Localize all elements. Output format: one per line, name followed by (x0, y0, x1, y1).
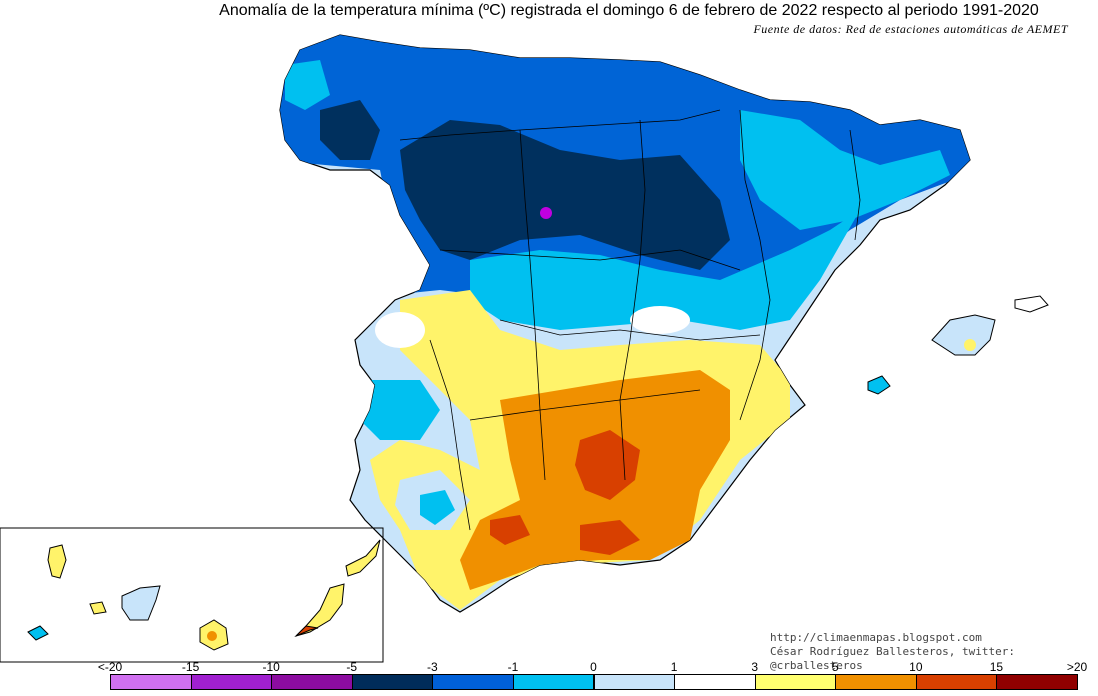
zone-hot-coast (580, 520, 640, 555)
legend-swatch (110, 674, 192, 690)
zone-cool-west (360, 380, 440, 440)
legend-swatch (190, 674, 273, 690)
island-tenerife (121, 585, 161, 621)
legend-swatch (593, 674, 676, 690)
zone-neutral-west (375, 312, 425, 348)
data-source-note: Fuente de datos: Red de estaciones autom… (753, 22, 1068, 36)
zone-very-cold-core (400, 120, 730, 270)
map-title: Anomalía de la temperatura mínima (ºC) r… (219, 2, 1039, 19)
legend-swatch (432, 674, 514, 690)
gran-canaria-warm (207, 631, 217, 641)
legend-tick-label: 1 (670, 660, 678, 674)
zone-hot-core (575, 430, 640, 500)
legend-tick-label: 15 (989, 660, 1004, 674)
legend-tick-label: -15 (181, 660, 200, 674)
author-credit: http://climaenmapas.blogspot.com César R… (770, 631, 1098, 673)
region-boundaries (399, 109, 861, 531)
island-ibiza (867, 375, 891, 395)
island-menorca (1014, 295, 1049, 313)
legend-tick-label: 5 (831, 660, 839, 674)
legend-tick-label: -10 (262, 660, 280, 674)
legend-tick-label: -5 (346, 660, 358, 674)
legend-swatch (835, 674, 917, 690)
legend-swatch (512, 674, 595, 690)
zone-cool-northeast (740, 110, 950, 230)
canary-inset-frame (0, 527, 384, 663)
island-fuerteventura (294, 583, 345, 638)
author-name: César Rodríguez Ballesteros, twitter: @c… (770, 645, 1016, 672)
legend-swatch (915, 674, 998, 690)
canary-islands (27, 539, 381, 651)
color-legend: <-20 -15 -10 -5 -3 -1 0 1 3 5 10 15 >20 (0, 660, 1098, 696)
legend-tick-label: 0 (590, 660, 597, 674)
island-la-gomera (89, 601, 107, 615)
legend-swatch (674, 674, 756, 690)
legend-tick-label: 3 (751, 660, 758, 674)
legend-tick-label: >20 (1066, 660, 1088, 674)
island-mallorca (931, 314, 996, 356)
zone-cool-center (470, 210, 860, 330)
island-la-palma (47, 544, 67, 579)
zone-cool-southwest (420, 490, 455, 525)
legend-swatch (754, 674, 837, 690)
legend-tick-label: <-20 (97, 660, 123, 674)
extreme-cold-point (540, 207, 552, 219)
legend-swatch (271, 674, 353, 690)
zone-very-cold-northwest (320, 100, 380, 160)
island-mallorca-warm (964, 339, 976, 351)
island-lanzarote (345, 539, 381, 577)
legend-tick-label: -1 (507, 660, 519, 674)
legend-tick-label: 10 (909, 660, 923, 674)
legend-tick-label: -3 (426, 660, 438, 674)
balearic-islands (867, 295, 1049, 395)
legend-swatch (996, 674, 1078, 690)
island-el-hierro (27, 625, 49, 641)
blog-url: http://climaenmapas.blogspot.com (770, 631, 982, 644)
iberian-peninsula (279, 34, 971, 613)
legend-swatch (351, 674, 434, 690)
zone-hot-southwest (490, 515, 530, 545)
fuerteventura-hot (295, 625, 319, 637)
zone-cool-northwest (285, 60, 330, 110)
zone-neutral-east (630, 306, 690, 334)
